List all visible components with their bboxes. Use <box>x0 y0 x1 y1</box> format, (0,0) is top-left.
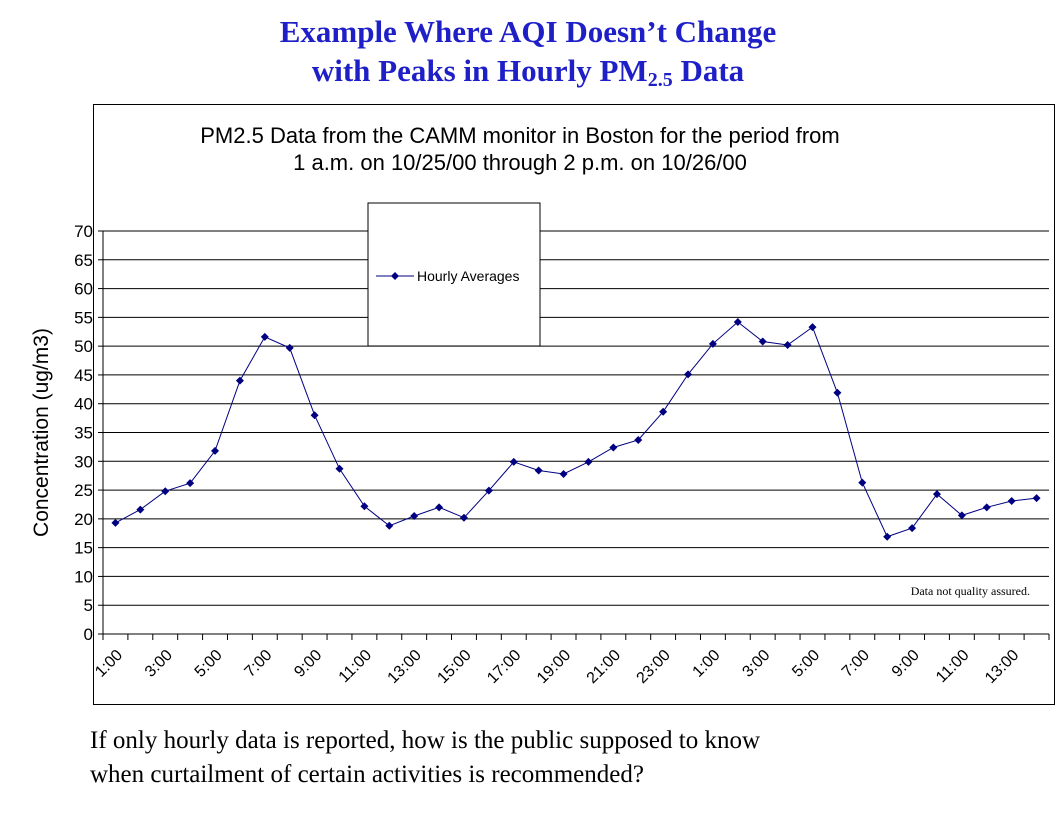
data-point <box>136 505 145 514</box>
data-point <box>932 490 941 499</box>
y-tick-label: 15 <box>74 539 93 558</box>
data-point <box>111 518 120 527</box>
y-tick-label: 50 <box>74 337 93 356</box>
data-point <box>385 521 394 530</box>
y-tick-label: 25 <box>74 481 93 500</box>
data-point <box>260 332 269 341</box>
data-point <box>758 337 767 346</box>
data-point <box>609 443 618 452</box>
data-point <box>783 340 792 349</box>
data-point <box>957 511 966 520</box>
data-point <box>335 464 344 473</box>
x-tick-label: 9:00 <box>291 647 325 681</box>
x-tick-label: 21:00 <box>584 647 624 687</box>
data-point <box>410 511 419 520</box>
x-tick-label: 3:00 <box>142 647 176 681</box>
x-tick-label: 1:00 <box>690 647 724 681</box>
y-tick-label: 70 <box>74 222 93 241</box>
x-tick-label: 17:00 <box>484 647 524 687</box>
data-point <box>733 317 742 326</box>
x-tick-label: 13:00 <box>982 647 1022 687</box>
y-tick-label: 45 <box>74 366 93 385</box>
data-point <box>634 435 643 444</box>
x-tick-label: 5:00 <box>192 647 226 681</box>
data-point <box>908 524 917 533</box>
y-tick-label: 40 <box>74 395 93 414</box>
data-point <box>684 370 693 379</box>
data-point <box>459 513 468 522</box>
data-point <box>584 457 593 466</box>
slide-title-line2-pre: with Peaks in Hourly PM <box>311 53 648 88</box>
chart-title-line1: PM2.5 Data from the CAMM monitor in Bost… <box>200 123 840 148</box>
y-tick-label: 35 <box>74 424 93 443</box>
legend-label: Hourly Averages <box>417 268 519 284</box>
data-point <box>1007 497 1016 506</box>
data-point <box>982 503 991 512</box>
data-point <box>559 469 568 478</box>
data-point <box>285 343 294 352</box>
x-tick-label: 11:00 <box>933 647 973 687</box>
x-tick-label: 3:00 <box>739 647 773 681</box>
y-tick-label: 55 <box>74 308 93 327</box>
legend-marker <box>391 272 399 280</box>
x-tick-label: 15:00 <box>434 647 474 687</box>
x-tick-label: 5:00 <box>789 647 823 681</box>
series-line <box>115 321 1037 538</box>
x-tick-label: 13:00 <box>385 647 425 687</box>
x-tick-label: 9:00 <box>889 647 923 681</box>
data-point <box>534 466 543 475</box>
data-point <box>161 487 170 496</box>
slide-title: Example Where AQI Doesn’t Change with Pe… <box>0 12 1056 90</box>
question-text: If only hourly data is reported, how is … <box>90 724 1030 792</box>
chart-title-line2: 1 a.m. on 10/25/00 through 2 p.m. on 10/… <box>293 150 747 175</box>
quality-note: Data not quality assured. <box>911 584 1030 598</box>
slide-title-line2-post: Data <box>672 53 745 88</box>
y-tick-label: 10 <box>74 567 93 586</box>
x-tick-label: 7:00 <box>242 647 276 681</box>
x-tick-label: 11:00 <box>336 647 376 687</box>
data-point <box>833 388 842 397</box>
y-tick-label: 5 <box>84 596 93 615</box>
y-axis-label: Concentration (ug/m3) <box>30 328 53 537</box>
slide-title-line2: with Peaks in Hourly PM2.5 Data <box>0 51 1056 90</box>
x-tick-label: 7:00 <box>839 647 873 681</box>
y-tick-label: 60 <box>74 280 93 299</box>
data-point <box>211 446 220 455</box>
data-point <box>858 478 867 487</box>
data-point <box>484 486 493 495</box>
slide-title-line1: Example Where AQI Doesn’t Change <box>279 14 777 49</box>
data-point <box>360 502 369 511</box>
question-line1: If only hourly data is reported, how is … <box>90 727 761 754</box>
y-tick-label: 65 <box>74 251 93 270</box>
data-point <box>1032 494 1041 503</box>
data-point <box>509 457 518 466</box>
y-tick-label: 20 <box>74 510 93 529</box>
y-tick-label: 0 <box>84 625 93 644</box>
data-point <box>235 376 244 385</box>
data-point <box>708 339 717 348</box>
data-point <box>883 532 892 541</box>
data-point <box>659 407 668 416</box>
y-tick-label: 30 <box>74 452 93 471</box>
x-tick-label: 1:00 <box>92 647 126 681</box>
data-point <box>186 479 195 488</box>
x-tick-label: 19:00 <box>534 647 574 687</box>
x-tick-label: 23:00 <box>634 647 674 687</box>
slide-title-line2-sub: 2.5 <box>647 69 673 91</box>
chart-title: PM2.5 Data from the CAMM monitor in Bost… <box>110 122 930 176</box>
data-point <box>808 323 817 332</box>
data-point <box>310 411 319 420</box>
question-line2: when curtailment of certain activities i… <box>90 761 644 788</box>
data-point <box>435 503 444 512</box>
